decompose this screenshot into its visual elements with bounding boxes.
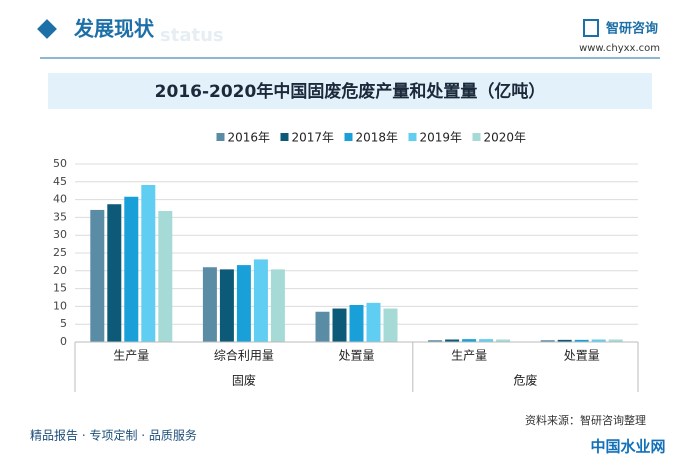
bar — [383, 308, 398, 342]
bar — [428, 340, 443, 342]
bar — [496, 339, 511, 342]
bar — [445, 339, 460, 342]
bar — [202, 267, 217, 342]
legend-label: 2017年 — [292, 131, 335, 145]
bar — [349, 304, 364, 342]
brand: 智研咨询 — [606, 21, 658, 37]
group-label: 固废 — [232, 373, 256, 388]
bar — [253, 259, 268, 342]
bar — [236, 265, 251, 342]
bar — [591, 339, 606, 342]
bar — [219, 269, 234, 342]
group-label: 危废 — [513, 373, 537, 388]
bar — [90, 209, 105, 342]
bar — [158, 210, 173, 342]
bar — [332, 308, 347, 342]
x-tick-label: 处置量 — [338, 349, 374, 363]
legend-swatch — [216, 133, 225, 141]
y-tick-label: 50 — [53, 157, 67, 170]
legend-swatch — [344, 133, 353, 141]
x-tick-label: 综合利用量 — [214, 348, 274, 363]
bar — [270, 269, 285, 342]
footer-slogan: 精品报告 · 专项定制 · 品质服务 — [30, 428, 197, 443]
legend-swatch — [472, 133, 481, 141]
brand-icon — [583, 19, 599, 37]
y-tick-label: 35 — [53, 210, 67, 223]
y-tick-label: 10 — [53, 299, 67, 312]
bar — [315, 311, 330, 342]
y-tick-label: 45 — [53, 175, 67, 188]
bar — [366, 302, 381, 342]
legend-label: 2016年 — [228, 131, 271, 145]
legend-swatch — [408, 133, 417, 141]
url: www.chyxx.com — [579, 43, 660, 54]
bar — [124, 196, 139, 342]
header-subtitle: status — [160, 25, 224, 46]
x-tick-label: 处置量 — [564, 349, 600, 363]
bar — [479, 339, 494, 342]
plot: 0 5 10 15 20 25 30 35 40 45 50 2016年 2017年 2018年 2019年… — [53, 131, 639, 392]
bar — [574, 339, 589, 342]
legend-swatch — [280, 133, 289, 141]
legend-label: 2018年 — [356, 131, 399, 145]
footer-badge: 中国水业网 — [590, 438, 665, 456]
y-tick-label: 0 — [60, 335, 67, 348]
x-tick-label: 生产量 — [451, 349, 487, 363]
bar — [608, 339, 623, 342]
chart-title: 2016-2020年中国固废危废产量和处置量（亿吨） — [155, 81, 546, 102]
y-tick-label: 15 — [53, 282, 67, 295]
legend-label: 2020年 — [484, 131, 527, 145]
bar — [107, 204, 122, 342]
bar — [141, 185, 156, 342]
x-tick-label: 生产量 — [113, 349, 149, 363]
bar — [462, 339, 477, 342]
y-tick-label: 20 — [53, 264, 67, 277]
header-title: 发展现状 — [73, 17, 155, 41]
y-tick-label: 5 — [60, 317, 67, 330]
title-box — [48, 73, 652, 109]
legend-label: 2019年 — [420, 131, 463, 145]
y-tick-label: 25 — [53, 246, 67, 259]
bar — [557, 339, 572, 342]
y-tick-label: 30 — [53, 228, 67, 241]
footer-source: 资料来源：智研咨询整理 — [525, 413, 646, 427]
y-tick-label: 40 — [53, 193, 67, 206]
bar — [540, 340, 555, 342]
